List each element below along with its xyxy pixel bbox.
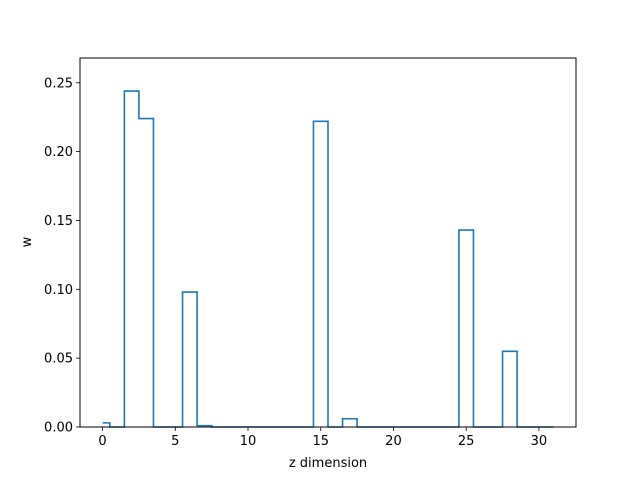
x-tick-label: 30 [531, 434, 548, 449]
y-tick-label: 0.20 [44, 145, 73, 160]
y-axis: 0.00 0.05 0.10 0.15 0.20 0.25 [44, 76, 80, 436]
y-tick-label: 0.15 [44, 214, 73, 229]
x-tick-label: 10 [240, 434, 257, 449]
x-tick-label: 20 [385, 434, 402, 449]
x-tick-label: 5 [171, 434, 179, 449]
plot-frame [79, 57, 577, 428]
x-axis: 0 5 10 15 20 25 30 [98, 427, 547, 449]
x-tick-label: 25 [458, 434, 475, 449]
y-tick-label: 0.25 [44, 76, 73, 91]
x-tick-label: 0 [98, 434, 106, 449]
x-tick-label: 15 [312, 434, 329, 449]
y-tick-label: 0.00 [44, 421, 73, 436]
y-axis-label: w [20, 236, 35, 247]
y-tick-label: 0.10 [44, 283, 73, 298]
y-tick-label: 0.05 [44, 352, 73, 367]
x-axis-label: z dimension [289, 456, 367, 471]
